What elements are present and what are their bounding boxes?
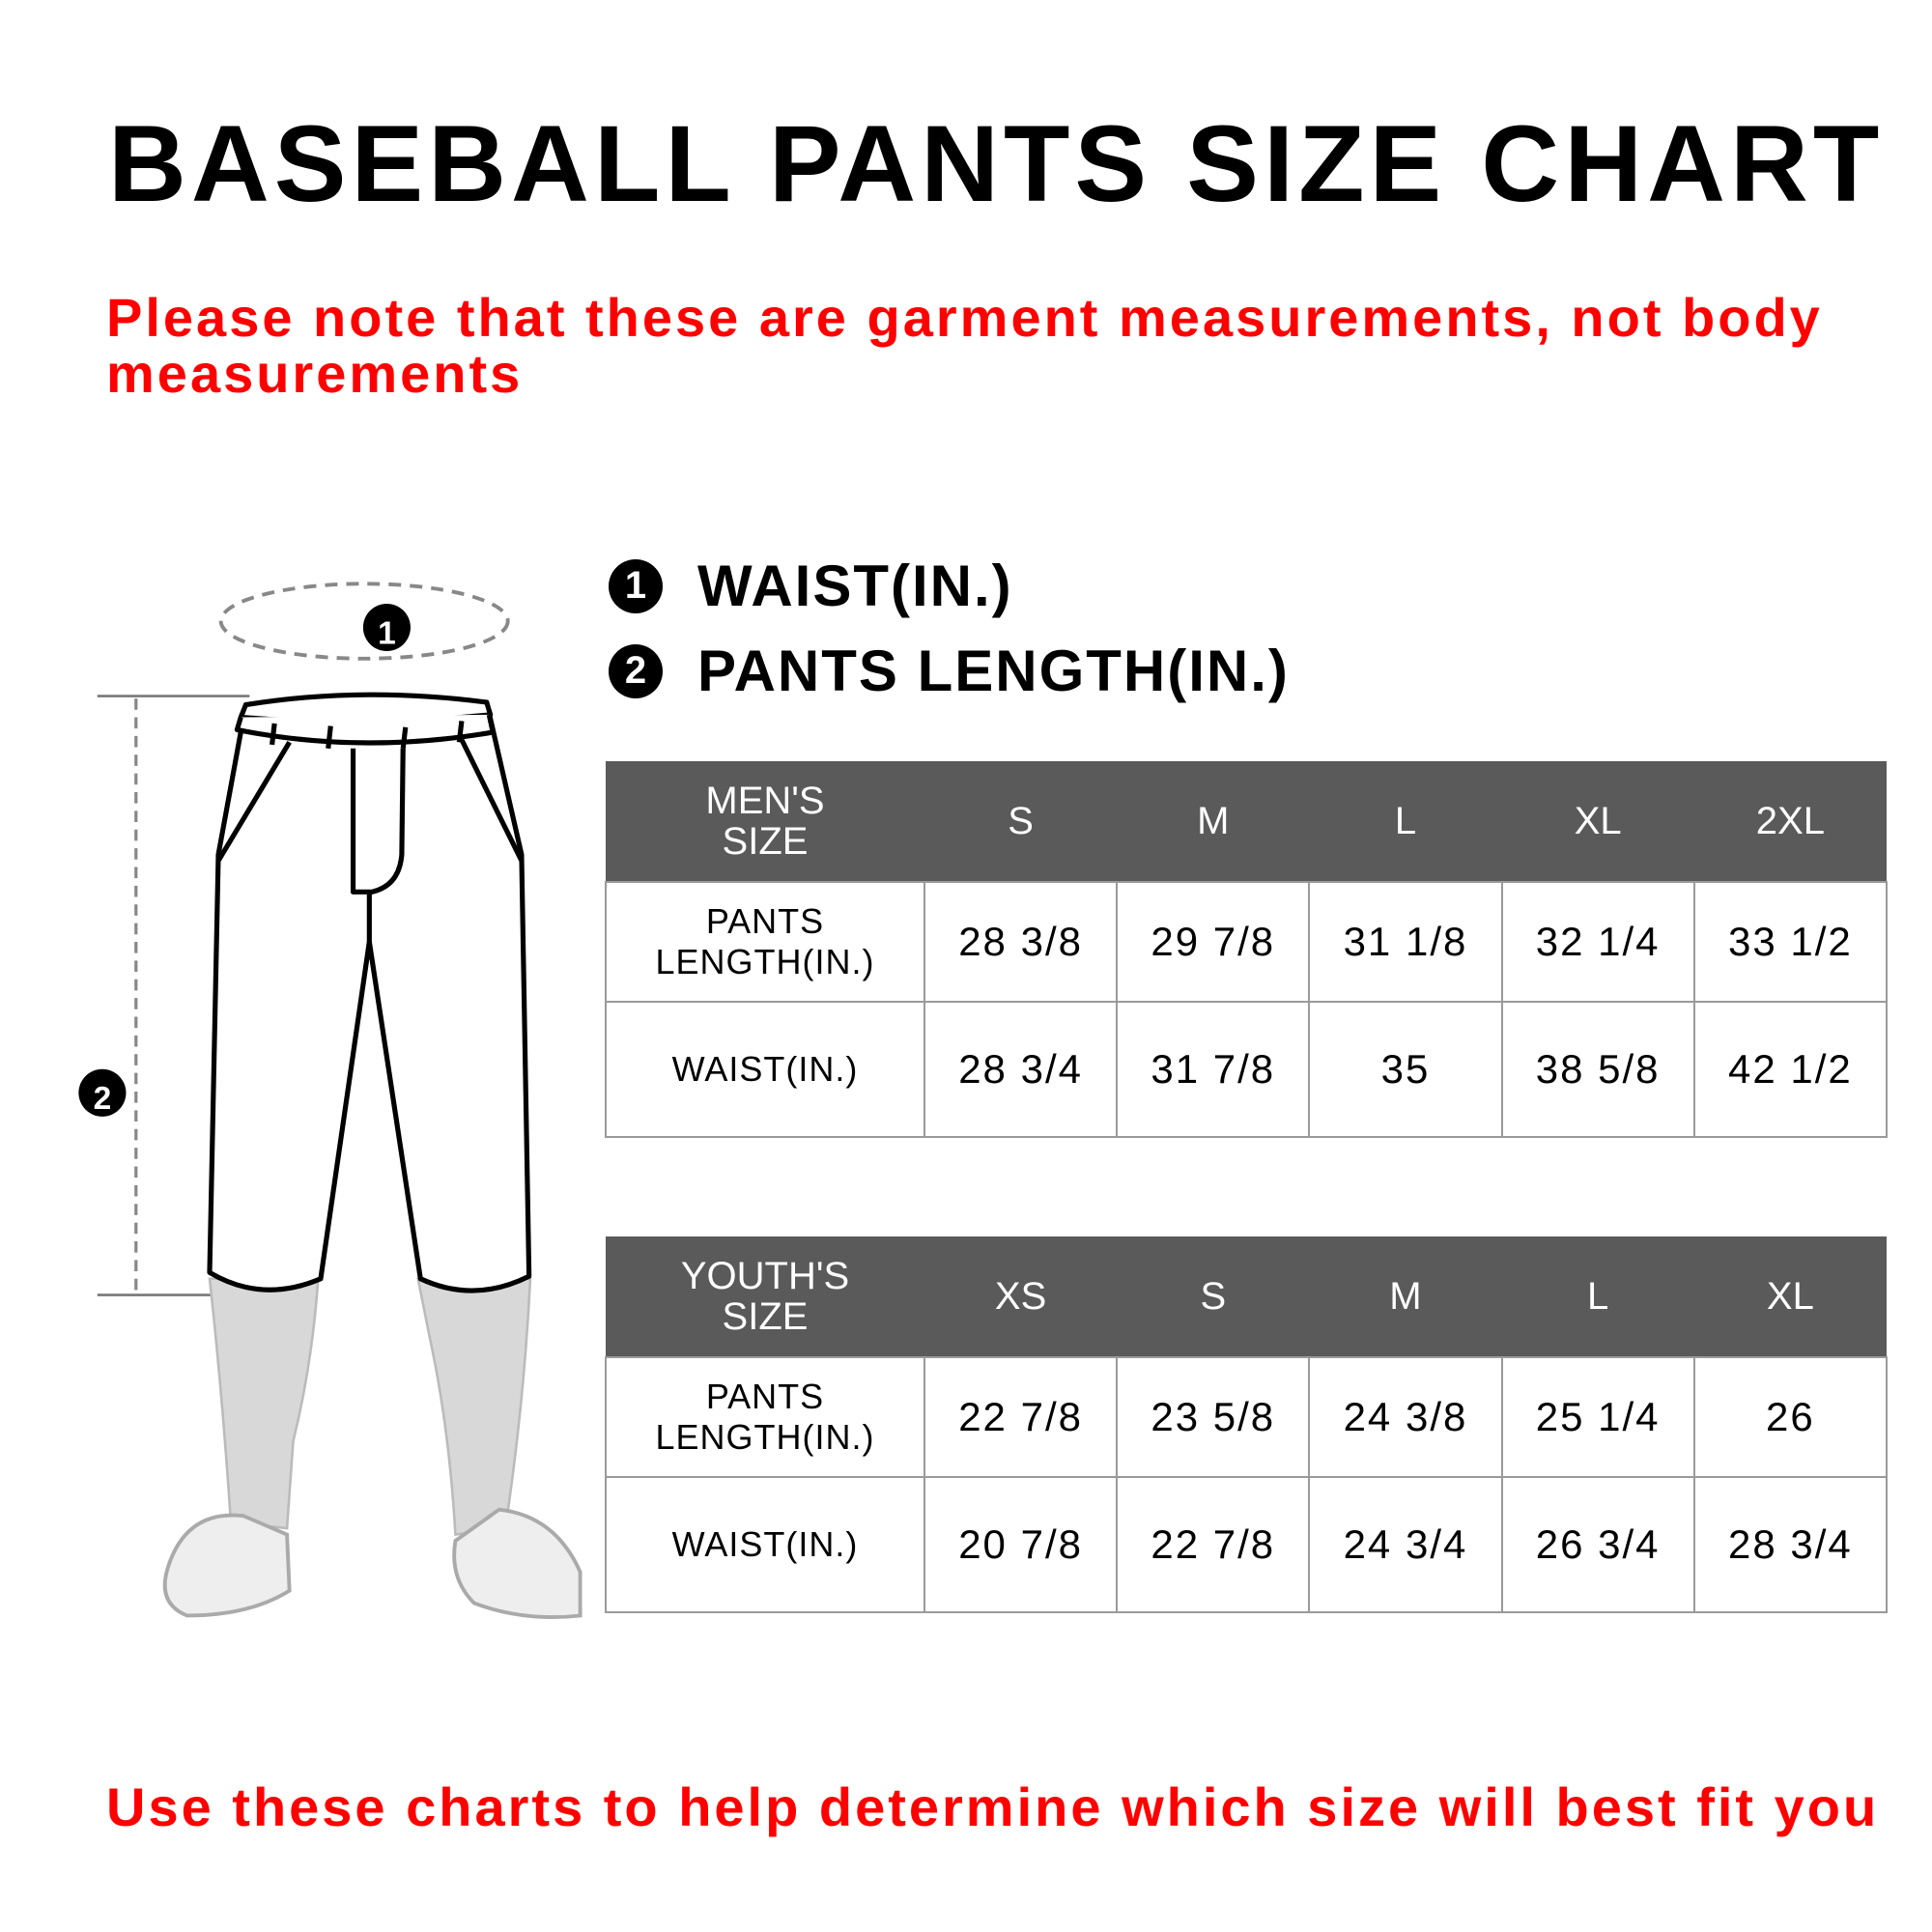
table-header-row: YOUTH'S SIZE XS S M L XL [606,1236,1887,1357]
table-cell: 38 5/8 [1500,1001,1695,1138]
waist-marker-number: 1 [378,615,396,651]
shoes [162,1507,582,1620]
header-cell: L [1309,761,1502,882]
header-cell: M [1309,1236,1502,1357]
header-cell: XS [924,1236,1118,1357]
table-cell: 31 7/8 [1116,1001,1311,1138]
header-cell: L [1501,1236,1694,1357]
table-cell: 26 3/4 [1500,1476,1695,1613]
table-cell: 31 1/8 [1308,881,1503,1003]
table-row: PANTS LENGTH(IN.) 28 3/8 29 7/8 31 1/8 3… [605,881,1889,1003]
table-cell: 26 [1692,1356,1889,1478]
table-cell: 22 7/8 [923,1356,1119,1478]
legend-waist: 1 WAIST(IN.) [609,553,1013,619]
table-cell: 28 3/4 [1692,1476,1889,1613]
length-marker-number: 2 [94,1081,112,1117]
row-label: PANTS LENGTH(IN.) [605,881,925,1003]
table-cell: 32 1/4 [1500,881,1695,1003]
table-cell: 22 7/8 [1116,1476,1311,1613]
garment-note-line-2: measurements [106,343,524,404]
header-cell: XL [1693,1236,1887,1357]
youth-size-table: YOUTH'S SIZE XS S M L XL PANTS LENGTH(IN… [605,1236,1889,1613]
waist-measure-ellipse [218,582,510,661]
table-cell: 28 3/8 [923,881,1119,1003]
length-marker-icon [78,1068,127,1117]
header-cell: M [1117,761,1310,882]
mens-size-table: MEN'S SIZE S M L XL 2XL PANTS LENGTH(IN.… [605,761,1889,1138]
header-cell: YOUTH'S SIZE [606,1236,924,1357]
row-label: WAIST(IN.) [605,1476,925,1613]
garment-note: Please note that these are garment measu… [106,290,1823,402]
table-cell: 35 [1308,1001,1503,1138]
header-cell: S [924,761,1118,882]
number-1-icon: 1 [609,558,663,613]
fit-note: Use these charts to help determine which… [106,1776,1880,1837]
table-cell: 33 1/2 [1692,881,1889,1003]
header-cell: S [1117,1236,1310,1357]
table-cell: 25 1/4 [1500,1356,1695,1478]
socks [208,1277,532,1536]
table-cell: 23 5/8 [1116,1356,1311,1478]
table-row: WAIST(IN.) 20 7/8 22 7/8 24 3/4 26 3/4 2… [605,1476,1889,1613]
table-header-row: MEN'S SIZE S M L XL 2XL [606,761,1887,882]
table-cell: 29 7/8 [1116,881,1311,1003]
waist-marker-icon [362,603,411,652]
header-cell: MEN'S SIZE [606,761,924,882]
table-cell: 24 3/4 [1308,1476,1503,1613]
garment-note-line-1: Please note that these are garment measu… [106,287,1823,348]
table-row: WAIST(IN.) 28 3/4 31 7/8 35 38 5/8 42 1/… [605,1001,1889,1138]
row-label: WAIST(IN.) [605,1001,925,1138]
table-cell: 28 3/4 [923,1001,1119,1138]
table-cell: 42 1/2 [1692,1001,1889,1138]
table-row: PANTS LENGTH(IN.) 22 7/8 23 5/8 24 3/8 2… [605,1356,1889,1478]
table-cell: 20 7/8 [923,1476,1119,1613]
page-title: BASEBALL PANTS SIZE CHART [108,103,1885,224]
header-cell: XL [1501,761,1694,882]
legend-length: 2 PANTS LENGTH(IN.) [609,638,1290,704]
row-label: PANTS LENGTH(IN.) [605,1356,925,1478]
legend-label: WAIST(IN.) [697,554,1013,618]
table-cell: 24 3/8 [1308,1356,1503,1478]
number-2-icon: 2 [609,643,663,698]
legend-label: PANTS LENGTH(IN.) [697,639,1290,703]
header-cell: 2XL [1693,761,1887,882]
pants [207,692,532,1293]
pants-diagram: 1 2 [78,582,582,1620]
